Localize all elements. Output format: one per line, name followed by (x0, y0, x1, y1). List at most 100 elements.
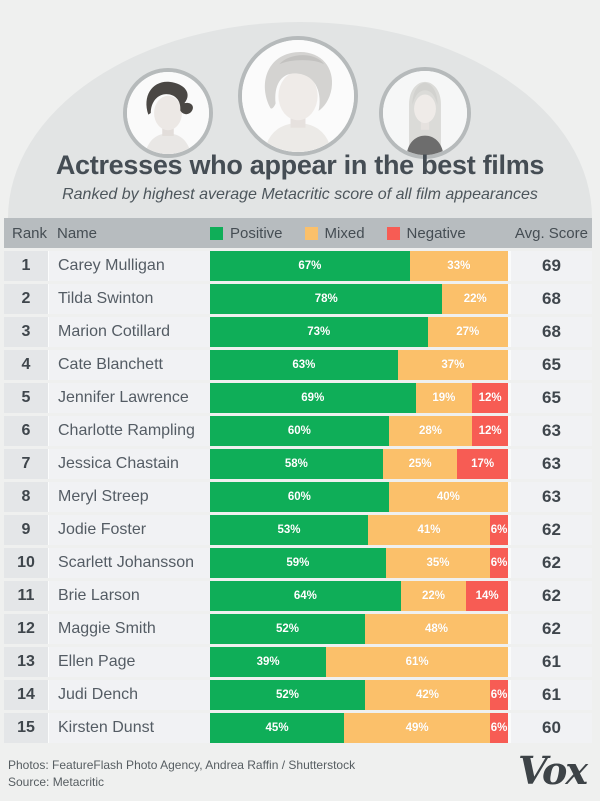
table-row: 4 Cate Blanchett 63% 37% 65 (4, 350, 592, 380)
rank-cell: 4 (4, 350, 48, 380)
avg-score-cell: 62 (508, 614, 592, 644)
bar-segment-negative: 6% (490, 680, 508, 710)
bar-segment-label: 6% (490, 722, 508, 734)
name-cell: Maggie Smith (48, 614, 210, 644)
bar-segment-mixed: 35% (385, 548, 491, 578)
bar-segment-positive: 45% (210, 713, 345, 743)
stacked-bar: 67% 33% (210, 251, 508, 281)
rank-cell: 2 (4, 284, 48, 314)
actress-photo-left (123, 68, 213, 158)
rank-cell: 9 (4, 515, 48, 545)
bar-segment-label: 45% (265, 722, 289, 734)
bar-segment-label: 17% (471, 458, 495, 470)
bar-segment-label: 39% (256, 656, 280, 668)
table-header: Rank Name Positive Mixed Negative Avg. S… (4, 218, 592, 248)
table-row: 2 Tilda Swinton 78% 22% 68 (4, 284, 592, 314)
bar-segment-label: 27% (456, 326, 480, 338)
bar-segment-positive: 60% (210, 416, 389, 446)
name-cell: Tilda Swinton (48, 284, 210, 314)
avg-score-cell: 65 (508, 350, 592, 380)
bar-segment-label: 52% (275, 623, 299, 635)
bar-segment-positive: 53% (210, 515, 368, 545)
bar-segment-mixed: 41% (367, 515, 491, 545)
table-row: 13 Ellen Page 39% 61% 61 (4, 647, 592, 677)
avg-score-cell: 61 (508, 680, 592, 710)
table-row: 9 Jodie Foster 53% 41% 6% 62 (4, 515, 592, 545)
bar-segment-label: 14% (475, 590, 499, 602)
name-cell: Charlotte Rampling (48, 416, 210, 446)
avg-score-cell: 62 (508, 581, 592, 611)
avg-score-cell: 65 (508, 383, 592, 413)
rank-cell: 10 (4, 548, 48, 578)
bar-segment-negative: 14% (466, 581, 508, 611)
bar-segment-positive: 67% (210, 251, 410, 281)
rank-cell: 14 (4, 680, 48, 710)
name-header: Name (57, 224, 98, 242)
bar-segment-mixed: 33% (409, 251, 508, 281)
actress-photo-right (379, 67, 471, 159)
name-cell: Meryl Streep (48, 482, 210, 512)
bar-segment-mixed: 40% (388, 482, 508, 512)
bar-segment-mixed: 25% (382, 449, 458, 479)
stacked-bar: 78% 22% (210, 284, 508, 314)
name-cell: Marion Cotillard (48, 317, 210, 347)
bar-segment-label: 69% (301, 392, 325, 404)
bar-segment-label: 37% (441, 359, 465, 371)
bar-segment-mixed: 48% (364, 614, 508, 644)
bar-segment-positive: 63% (210, 350, 398, 380)
stacked-bar: 52% 42% 6% (210, 680, 508, 710)
stacked-bar: 60% 40% (210, 482, 508, 512)
bar-segment-negative: 6% (490, 713, 508, 743)
rank-cell: 7 (4, 449, 48, 479)
bar-segment-mixed: 42% (364, 680, 491, 710)
bar-segment-label: 59% (286, 557, 310, 569)
bar-segment-positive: 58% (210, 449, 383, 479)
bar-segment-negative: 6% (490, 548, 508, 578)
name-cell: Brie Larson (48, 581, 210, 611)
bar-segment-label: 60% (287, 491, 311, 503)
rank-header: Rank (12, 224, 48, 242)
name-cell: Kirsten Dunst (48, 713, 210, 743)
avg-score-cell: 62 (508, 515, 592, 545)
avg-score-cell: 61 (508, 647, 592, 677)
bar-segment-positive: 78% (210, 284, 443, 314)
stacked-bar: 64% 22% 14% (210, 581, 508, 611)
bar-segment-label: 67% (298, 260, 322, 272)
avg-score-cell: 60 (508, 713, 592, 743)
actress-silhouette (242, 40, 354, 152)
avg-score-cell: 68 (508, 317, 592, 347)
legend: Positive Mixed Negative (210, 225, 508, 242)
page-subtitle: Ranked by highest average Metacritic sco… (62, 186, 538, 203)
legend-label-positive: Positive (230, 224, 283, 242)
bar-segment-mixed: 61% (326, 647, 508, 677)
stacked-bar: 53% 41% 6% (210, 515, 508, 545)
stacked-bar: 59% 35% 6% (210, 548, 508, 578)
bar-segment-positive: 52% (210, 614, 365, 644)
table-body: 1 Carey Mulligan 67% 33% 69 2 Tilda Swint… (4, 251, 592, 746)
stacked-bar: 69% 19% 12% (210, 383, 508, 413)
bar-segment-mixed: 22% (442, 284, 508, 314)
bar-segment-label: 78% (314, 293, 338, 305)
mixed-swatch (304, 226, 318, 240)
bar-segment-label: 53% (277, 524, 301, 536)
rank-cell: 13 (4, 647, 48, 677)
legend-item-negative: Negative (386, 224, 466, 242)
bar-segment-label: 6% (490, 524, 508, 536)
bar-segment-label: 6% (490, 557, 508, 569)
name-cell: Carey Mulligan (48, 251, 210, 281)
avg-score-header: Avg. Score (514, 224, 588, 242)
rank-cell: 3 (4, 317, 48, 347)
bar-segment-positive: 39% (210, 647, 327, 677)
bar-segment-mixed: 28% (388, 416, 473, 446)
rank-cell: 15 (4, 713, 48, 743)
rank-cell: 12 (4, 614, 48, 644)
avg-score-cell: 63 (508, 482, 592, 512)
legend-label-negative: Negative (406, 224, 466, 242)
stacked-bar: 45% 49% 6% (210, 713, 508, 743)
table-row: 10 Scarlett Johansson 59% 35% 6% 62 (4, 548, 592, 578)
bar-segment-label: 12% (478, 392, 502, 404)
bar-segment-label: 35% (426, 557, 450, 569)
bar-segment-label: 22% (463, 293, 487, 305)
table-row: 11 Brie Larson 64% 22% 14% 62 (4, 581, 592, 611)
